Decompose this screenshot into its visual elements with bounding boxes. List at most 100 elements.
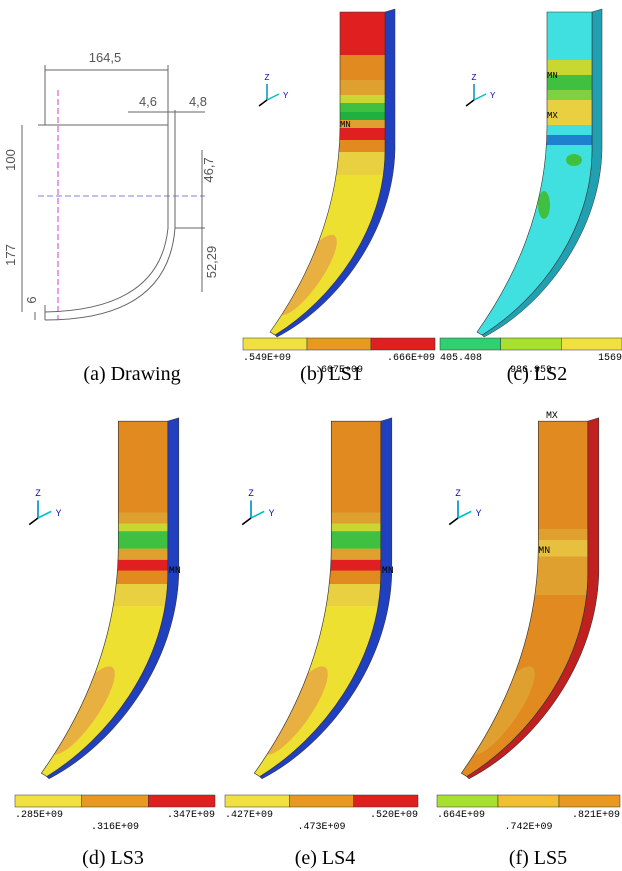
blade-outline	[476, 11, 593, 336]
axis-label: Z	[455, 488, 461, 498]
contour-band	[41, 531, 168, 549]
legend-swatch	[561, 337, 622, 351]
caption: (f) LS5	[509, 847, 567, 869]
dimension-label: 164,5	[89, 50, 122, 65]
dimension-label: 177	[3, 244, 18, 266]
dimension-label: 4,6	[139, 94, 157, 109]
contour-band	[270, 95, 385, 103]
contour-band	[270, 140, 385, 152]
extreme-marker: MX	[546, 410, 558, 421]
dimension-label: 52,29	[204, 246, 219, 279]
contour-band	[270, 12, 385, 55]
contour-band	[461, 540, 588, 557]
caption: (d) LS3	[82, 847, 144, 869]
legend-swatch	[242, 337, 308, 351]
contour-band	[41, 523, 168, 532]
contour-band	[41, 512, 168, 524]
caption: (e) LS4	[295, 847, 356, 869]
contour-band	[477, 100, 592, 125]
blade-outline	[269, 11, 386, 336]
dimension-label: 46,7	[201, 157, 216, 182]
legend-label: .347E+09	[167, 810, 215, 821]
axis-label: Z	[35, 488, 41, 498]
legend-swatch	[439, 337, 501, 351]
legend-swatch	[224, 794, 290, 808]
extreme-marker: MN	[382, 565, 394, 576]
blade-outline	[253, 420, 382, 777]
dimension-label: 4,8	[189, 94, 207, 109]
legend-swatch	[81, 794, 149, 808]
caption: (a) Drawing	[83, 363, 180, 385]
legend-label: .821E+09	[572, 810, 620, 821]
contour-band	[254, 559, 381, 571]
contour-band	[254, 421, 381, 513]
contour-band	[270, 55, 385, 80]
contour-band	[270, 120, 385, 128]
axis-label: Y	[490, 91, 496, 100]
blade-outline	[40, 420, 169, 777]
contour-band	[270, 103, 385, 112]
legend-label: 986.959	[510, 365, 552, 376]
axis-arrow	[37, 510, 52, 519]
technical-drawing	[21, 65, 205, 321]
axis-arrow	[28, 517, 39, 526]
dimension-label: 6	[24, 296, 39, 303]
contour-band	[477, 125, 592, 135]
axis-arrow	[457, 510, 472, 519]
contour-band	[477, 75, 592, 90]
axis-label: Y	[56, 508, 62, 518]
legend-swatch	[306, 337, 372, 351]
axis-label: Z	[472, 73, 477, 82]
axis-label: Z	[265, 73, 270, 82]
contour-band	[270, 80, 385, 95]
axis-arrow	[266, 93, 280, 101]
extreme-marker: MN	[340, 120, 351, 130]
legend-label: .316E+09	[91, 822, 139, 833]
legend-label: .664E+09	[437, 810, 485, 821]
legend-label: .473E+09	[297, 822, 345, 833]
fea-result: Z Y MN MX	[465, 8, 603, 338]
axis-label: Y	[283, 91, 289, 100]
legend-swatch	[370, 337, 436, 351]
contour-band	[477, 135, 592, 145]
legend-swatch	[500, 337, 562, 351]
legend-label: .607E+09	[315, 365, 363, 376]
fea-result: Z Y MN	[28, 417, 181, 780]
legend-label: .742E+09	[504, 822, 552, 833]
fea-result: Z Y MX MN	[448, 410, 600, 780]
contour-band	[270, 128, 385, 140]
contour-band	[254, 548, 381, 560]
axis-arrow	[241, 517, 252, 526]
panels: 164,5 4,6 4,8 100 46,7 177 52,29 6 (a) Drawing (b…	[3, 8, 622, 869]
axis-label: Y	[476, 508, 482, 518]
legend-label: .666E+09	[387, 353, 435, 364]
axis-arrow	[258, 99, 268, 107]
extreme-marker: MN	[169, 565, 181, 576]
legend-label: .520E+09	[370, 810, 418, 821]
extreme-marker: MX	[547, 111, 558, 121]
contour-band	[41, 559, 168, 571]
contour-band	[477, 60, 592, 75]
legend-swatch	[289, 794, 354, 808]
axis-arrow	[473, 93, 487, 101]
fea-result: Z Y MN	[241, 417, 394, 780]
blade-outline	[460, 420, 589, 777]
legend-label: .549E+09	[243, 353, 291, 364]
axis-arrow	[465, 99, 475, 107]
legend-swatch	[14, 794, 82, 808]
dimension-label: 100	[3, 149, 18, 171]
legend-swatch	[436, 794, 499, 808]
caption: (b) LS1	[300, 363, 362, 385]
contour-spot	[538, 191, 550, 219]
legend-swatch	[497, 794, 560, 808]
contour-band	[270, 112, 385, 120]
legend-swatch	[353, 794, 419, 808]
axis-label: Y	[269, 508, 275, 518]
extreme-marker: MN	[547, 71, 558, 81]
contour-band	[41, 421, 168, 513]
legend-label: .285E+09	[15, 810, 63, 821]
contour-band	[477, 90, 592, 100]
caption: (c) LS2	[507, 363, 568, 385]
